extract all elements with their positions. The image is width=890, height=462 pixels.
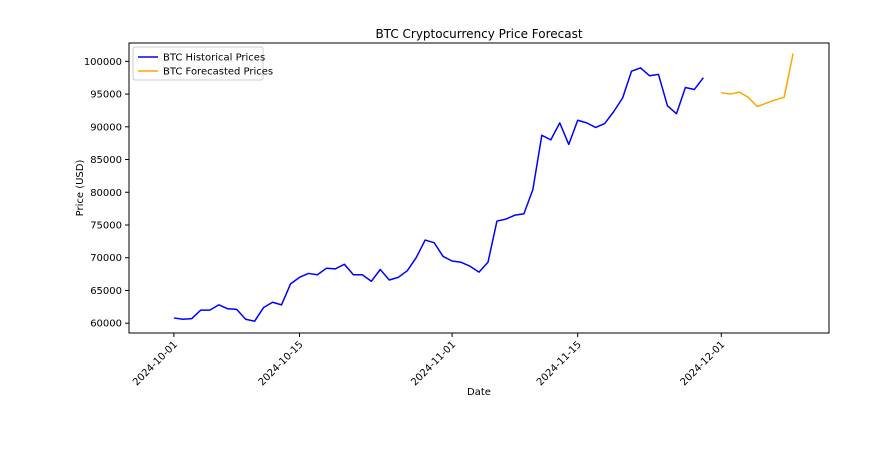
x-axis: 2024-10-01 2024-10-15 2024-11-01 2024-11-15… [131, 333, 727, 388]
y-tick-label: 90000 [90, 122, 122, 133]
y-tick-label: 70000 [90, 253, 122, 264]
y-tick-label: 75000 [90, 220, 122, 231]
x-tick-label: 2024-10-15 [257, 339, 306, 388]
y-axis-label: Price (USD) [75, 160, 86, 217]
y-tick-label: 95000 [90, 90, 122, 101]
legend-label: BTC Historical Prices [163, 53, 265, 64]
y-tick-label: 65000 [90, 286, 122, 297]
plot-frame [128, 42, 830, 334]
plot-area [173, 53, 794, 322]
y-axis: 60000 65000 70000 75000 80000 85000 90000 95000… [84, 57, 129, 330]
x-tick-label: 2024-11-01 [409, 339, 458, 388]
legend-box [132, 46, 264, 81]
x-tick-label: 2024-10-01 [131, 339, 180, 388]
legend-label: BTC Forecasted Prices [163, 67, 273, 78]
series-line-0 [173, 67, 704, 322]
chart-title: BTC Cryptocurrency Price Forecast [375, 27, 582, 41]
y-tick-label: 85000 [90, 155, 122, 166]
series-line-1 [721, 53, 794, 108]
x-tick-label: 2024-11-15 [535, 339, 584, 388]
x-tick-label: 2024-12-01 [679, 339, 728, 388]
y-tick-label: 80000 [90, 188, 122, 199]
legend: BTC Historical Prices BTC Forecasted Pric… [132, 46, 273, 81]
y-tick-label: 100000 [84, 57, 122, 68]
y-tick-label: 60000 [90, 319, 122, 330]
x-axis-label: Date [467, 387, 491, 398]
